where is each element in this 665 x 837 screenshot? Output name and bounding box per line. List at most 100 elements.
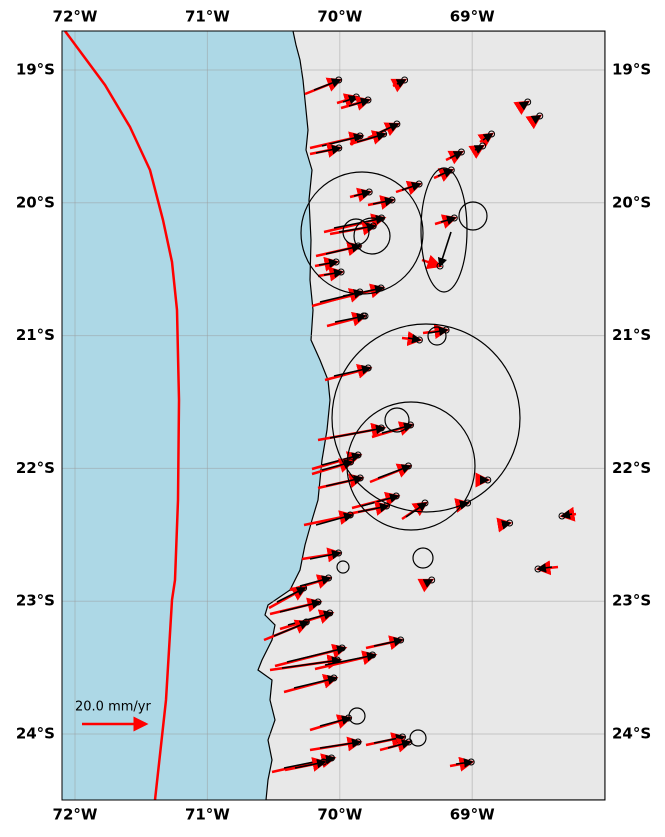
land [257,31,605,800]
lon-label: 70°W [317,8,362,26]
velocity-arrow [333,365,372,377]
station [356,132,364,140]
velocity-arrow [319,738,362,749]
lat-label: 24°S [16,725,55,743]
station [484,476,492,484]
frame [61,30,606,801]
lat-label: 21°S [612,326,651,344]
station [404,462,412,470]
lon-label: 71°W [185,8,230,26]
station [450,214,458,222]
error-ellipses [300,167,521,747]
station [354,242,362,250]
velocity-arrow [473,145,485,154]
velocity-arrow [342,95,359,105]
velocity-arrow [338,222,377,233]
station [457,148,465,156]
station [332,258,340,266]
velocity-arrow [315,512,354,526]
velocity-arrow [325,475,364,487]
velocity-arrow [286,645,347,663]
station [364,96,372,104]
velocity-arrow [501,520,512,530]
station [356,474,364,482]
station [388,196,396,204]
lat-label: 24°S [612,725,651,743]
velocity-arrow [309,549,342,560]
trench [63,31,181,800]
station [436,262,444,270]
lon-label: 69°W [450,8,495,26]
station [421,499,429,507]
station [335,76,343,84]
velocity-arrow [273,620,310,637]
station [392,492,400,500]
station [479,142,487,150]
station [524,98,532,106]
station [364,364,372,372]
velocity-arrow [440,215,457,225]
velocity-arrow [449,151,464,160]
velocity-arrow [324,651,377,666]
lon-label: 72°W [53,8,98,26]
station [346,511,354,519]
velocity-arrow [299,575,332,587]
lon-label: 71°W [185,806,230,824]
velocity-arrow [294,758,327,769]
station [428,576,436,584]
station [488,130,496,138]
station [302,618,310,626]
station [361,312,369,320]
velocity-arrow [318,258,339,269]
velocity-arrow [329,424,386,439]
axis-labels: 72°W 72°W 71°W 71°W 70°W 70°W 69°W 69°W 19°S 19°S… [16,8,651,824]
velocity-arrow [319,715,352,727]
station [320,758,327,766]
station [377,424,385,432]
station [380,130,388,138]
lon-label: 69°W [450,806,495,824]
station [447,166,455,174]
velocity-arrow [353,189,372,199]
station [415,180,423,188]
lat-label: 22°S [16,459,55,477]
station [335,549,342,557]
velocity-arrow [437,168,454,178]
lat-label: 21°S [16,326,55,344]
station [354,738,362,746]
scale-label: 20.0 mm/yr [75,700,151,715]
velocity-arrow [348,97,371,107]
lat-label: 23°S [612,592,651,610]
station [401,76,409,84]
lat-label: 22°S [612,459,651,477]
station [369,222,377,230]
station [356,288,364,296]
station [536,112,544,120]
velocity-arrow [560,509,573,520]
velocity-arrow [372,196,395,207]
lat-label: 20°S [612,193,651,211]
station [369,651,376,659]
lon-label: 70°W [317,806,362,824]
gridlines [62,31,605,800]
station [397,636,405,644]
velocity-arrow [276,587,307,603]
station [405,738,413,746]
velocity-arrow [482,133,494,143]
station [314,598,322,606]
station [506,519,514,527]
velocity-arrow [377,464,412,479]
station [464,499,472,507]
station [300,584,308,592]
station [325,574,332,582]
station [415,336,423,344]
station [338,644,346,652]
station [326,609,334,617]
velocity-arrow [437,231,452,268]
station [354,451,362,459]
station [335,144,343,152]
velocity-arrow [361,493,400,507]
map-body [62,31,605,800]
velocity-arrow [357,502,390,513]
